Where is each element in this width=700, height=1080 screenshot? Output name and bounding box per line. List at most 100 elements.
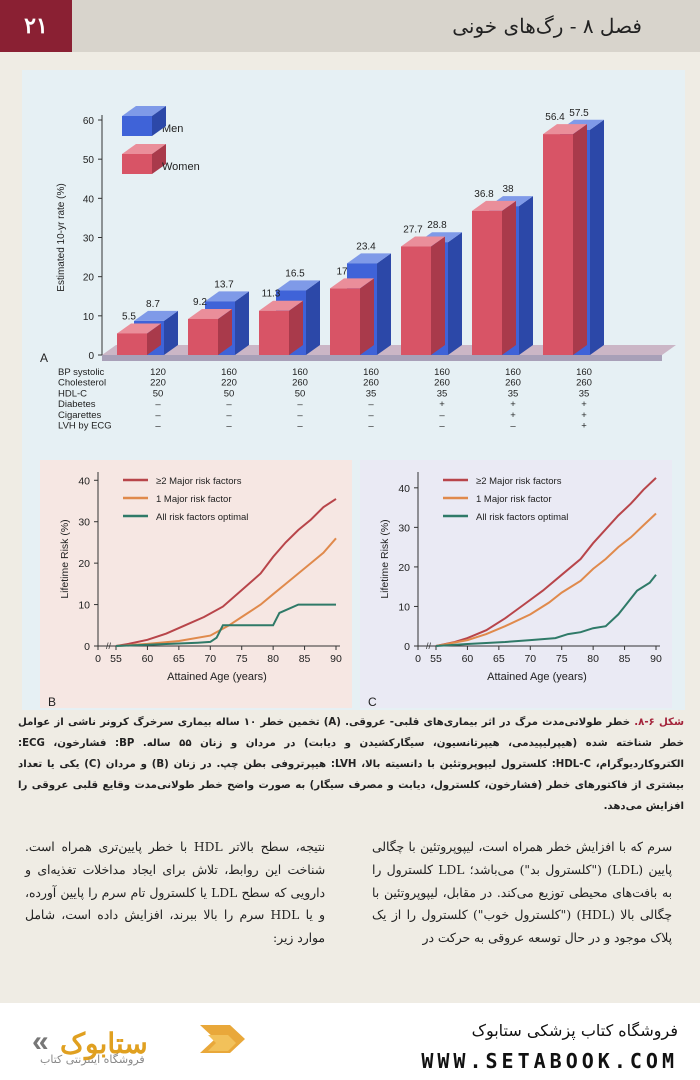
chart-a-y-tick-label: 60 — [83, 116, 95, 127]
risk-cell: 120 — [150, 367, 166, 378]
caption-label: شکل ۶-۸. — [634, 717, 684, 728]
risk-cell: – — [297, 410, 303, 421]
axis-break-icon: // — [106, 641, 112, 651]
brand-name: ستابوک — [60, 1028, 148, 1061]
x-axis-label: Attained Age (years) — [167, 671, 267, 683]
chart-a-y-tick-label: 50 — [83, 155, 95, 166]
risk-cell: + — [581, 421, 587, 432]
x-tick-label: 70 — [204, 653, 216, 665]
y-tick-label: 10 — [78, 600, 90, 612]
risk-cell: 160 — [434, 367, 450, 378]
y-tick-label: 20 — [398, 562, 410, 574]
y-tick-label: 40 — [398, 483, 410, 495]
y-tick-label: 10 — [398, 601, 410, 613]
risk-cell: 35 — [366, 388, 377, 399]
women-value-label: 56.4 — [545, 112, 565, 123]
risk-cell: 50 — [295, 388, 306, 399]
risk-cell: 160 — [292, 367, 308, 378]
body-column-left: نتیجه، سطح بالاتر HDL با خطر پایین‌تری ه… — [25, 840, 326, 946]
chart-a-y-tick-label: 0 — [88, 351, 94, 362]
y-axis-label: Lifetime Risk (%) — [379, 519, 391, 598]
y-tick-label: 0 — [404, 641, 410, 653]
risk-cell: – — [226, 410, 232, 421]
panel-label: C — [368, 695, 377, 709]
women-bar-top — [259, 300, 303, 311]
women-value-label: 27.7 — [403, 225, 423, 236]
legend-label: ≥2 Major risk factors — [156, 476, 242, 487]
risk-row-label: Cholesterol — [58, 378, 106, 389]
legend-men-swatch — [122, 116, 152, 136]
risk-cell: – — [226, 399, 232, 410]
risk-cell: – — [297, 421, 303, 432]
y-tick-label: 30 — [398, 522, 410, 534]
risk-cell: 260 — [434, 378, 450, 389]
risk-cell: 260 — [505, 378, 521, 389]
risk-row-label: Cigarettes — [58, 410, 102, 421]
x-tick-label: 60 — [462, 653, 474, 665]
men-bar-side — [306, 280, 320, 355]
chart-a-y-label: Estimated 10-yr rate (%) — [56, 183, 67, 291]
series-line — [115, 537, 337, 647]
women-value-label: 9.2 — [193, 297, 207, 308]
x-axis-label: Attained Age (years) — [487, 671, 587, 683]
legend-men-swatch-side — [152, 106, 166, 136]
risk-cell: 160 — [576, 367, 592, 378]
chart-a-floor-edge — [102, 355, 662, 361]
risk-cell: 160 — [363, 367, 379, 378]
chart-a-panel-label: A — [40, 351, 48, 365]
risk-row-label: HDL-C — [58, 388, 87, 399]
chart-a-y-tick-label: 40 — [83, 194, 95, 205]
page-number: ۲۱ — [0, 0, 72, 52]
risk-cell: 50 — [153, 388, 164, 399]
risk-cell: – — [297, 399, 303, 410]
chart-b-background — [40, 460, 352, 708]
legend-label: 1 Major risk factor — [156, 494, 232, 505]
series-line — [435, 574, 657, 647]
women-bar-top — [117, 323, 161, 334]
x-tick-label: 90 — [330, 653, 342, 665]
x-tick-label: 60 — [142, 653, 154, 665]
legend-women-swatch — [122, 154, 152, 174]
chart-c-background — [360, 460, 672, 708]
x-tick-label: 65 — [493, 653, 505, 665]
legend-women-label: Women — [162, 161, 200, 173]
men-value-label: 23.4 — [356, 241, 376, 252]
risk-table: BP systolicCholesterolHDL-CDiabetesCigar… — [58, 367, 592, 432]
women-bar — [543, 134, 573, 355]
x-tick-label: 75 — [236, 653, 248, 665]
risk-cell: 50 — [224, 388, 235, 399]
risk-cell: + — [439, 399, 445, 410]
risk-cell: 260 — [576, 378, 592, 389]
women-bar — [259, 310, 289, 355]
women-bar-side — [502, 200, 516, 355]
chapter-title: فصل ۸ - رگ‌های خونی — [452, 14, 642, 38]
x-tick-label: 70 — [524, 653, 536, 665]
y-tick-label: 20 — [78, 558, 90, 570]
risk-cell: – — [368, 421, 374, 432]
shop-url[interactable]: WWW.SETABOOK.COM — [421, 1049, 678, 1073]
women-bar-top — [401, 236, 445, 247]
men-bar-side — [164, 310, 178, 355]
legend-women-swatch-top — [122, 144, 166, 154]
y-tick-label: 40 — [78, 475, 90, 487]
risk-cell: 260 — [363, 378, 379, 389]
men-bar-top — [347, 253, 391, 264]
axis-break-icon: // — [426, 641, 432, 651]
risk-cell: + — [581, 410, 587, 421]
panel-label: B — [48, 695, 56, 709]
women-bar — [117, 333, 147, 355]
risk-cell: – — [368, 399, 374, 410]
svg-text:«: « — [32, 1025, 49, 1058]
legend-men-label: Men — [162, 123, 183, 135]
women-bar — [330, 288, 360, 355]
risk-cell: 35 — [508, 388, 519, 399]
x-tick-label: 85 — [619, 653, 631, 665]
legend-label: ≥2 Major risk factors — [476, 476, 562, 487]
x-tick-label: 80 — [587, 653, 599, 665]
men-bar-side — [377, 253, 391, 355]
x-tick-label: 80 — [267, 653, 279, 665]
women-bar — [188, 318, 218, 355]
x-tick-label: 65 — [173, 653, 185, 665]
legend-label: All risk factors optimal — [476, 512, 568, 523]
risk-cell: – — [155, 410, 161, 421]
